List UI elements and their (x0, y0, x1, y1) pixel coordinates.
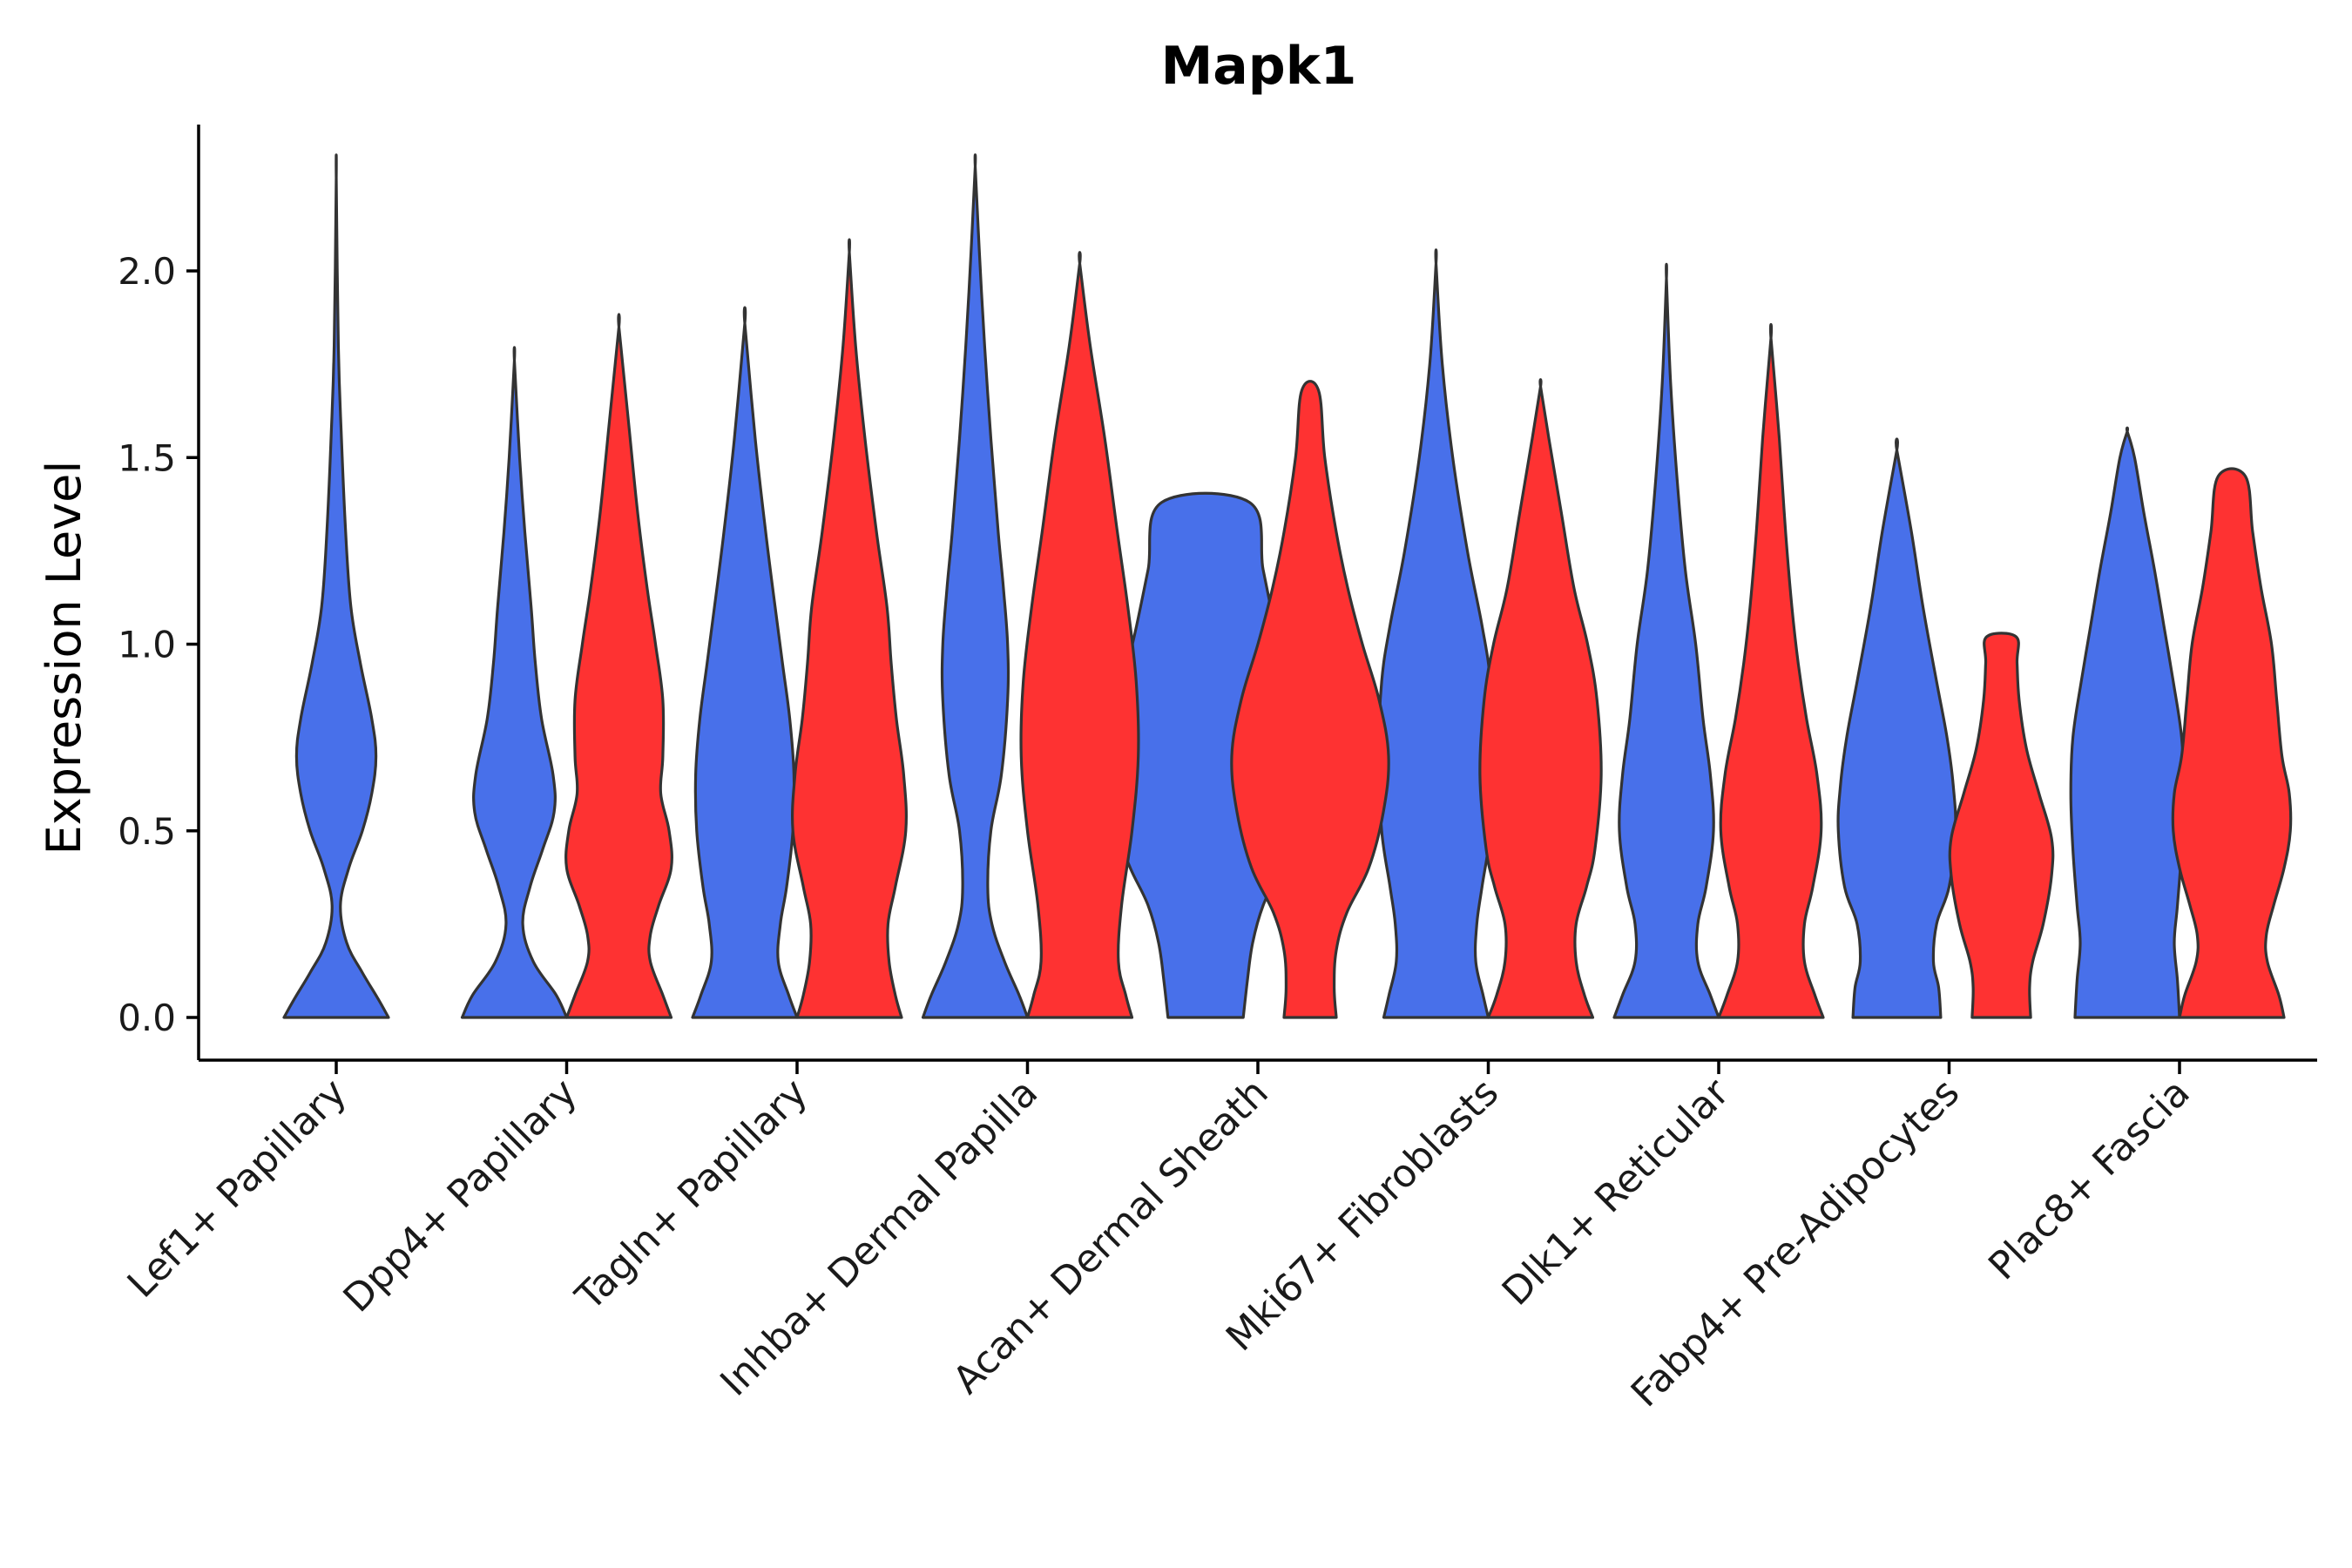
violin-red (564, 313, 673, 1019)
violin-blue (691, 306, 799, 1019)
violin-red (1717, 322, 1825, 1019)
violin-red (1019, 251, 1140, 1019)
y-tick-label: 1.0 (118, 624, 176, 666)
violin-blue (460, 346, 569, 1019)
y-tick-label: 1.5 (118, 436, 176, 479)
y-tick-label: 0.5 (118, 810, 176, 853)
x-tick-label: Dlk1+ Reticular (1494, 1070, 1739, 1315)
violin-red (1948, 632, 2055, 1019)
x-tick-label: Plac8+ Fascia (1980, 1071, 2199, 1289)
violin-red (1230, 380, 1390, 1019)
axes-layer: 0.0 0.5 1.0 1.5 2.0 (118, 125, 2317, 1074)
violin-blue (921, 153, 1030, 1019)
chart-title: Mapk1 (1161, 36, 1357, 97)
x-tick-label: Tagln+ Papillary (567, 1071, 816, 1320)
violin-red (790, 238, 909, 1019)
x-tick-label: Lef1+ Papillary (119, 1071, 355, 1307)
violin-red (2171, 467, 2293, 1019)
violin-blue (1836, 437, 1957, 1019)
violins-layer (282, 153, 2293, 1019)
violin-blue (1376, 248, 1496, 1019)
violin-red (1478, 378, 1603, 1019)
violin-blue (282, 153, 390, 1019)
y-axis-label: Expression Level (37, 461, 91, 855)
x-tick-label: Dpp4+ Papillary (335, 1071, 586, 1321)
y-tick-label: 2.0 (118, 250, 176, 293)
violin-blue (1612, 262, 1720, 1019)
violin-blue (2069, 426, 2186, 1019)
y-tick-label: 0.0 (118, 997, 176, 1039)
